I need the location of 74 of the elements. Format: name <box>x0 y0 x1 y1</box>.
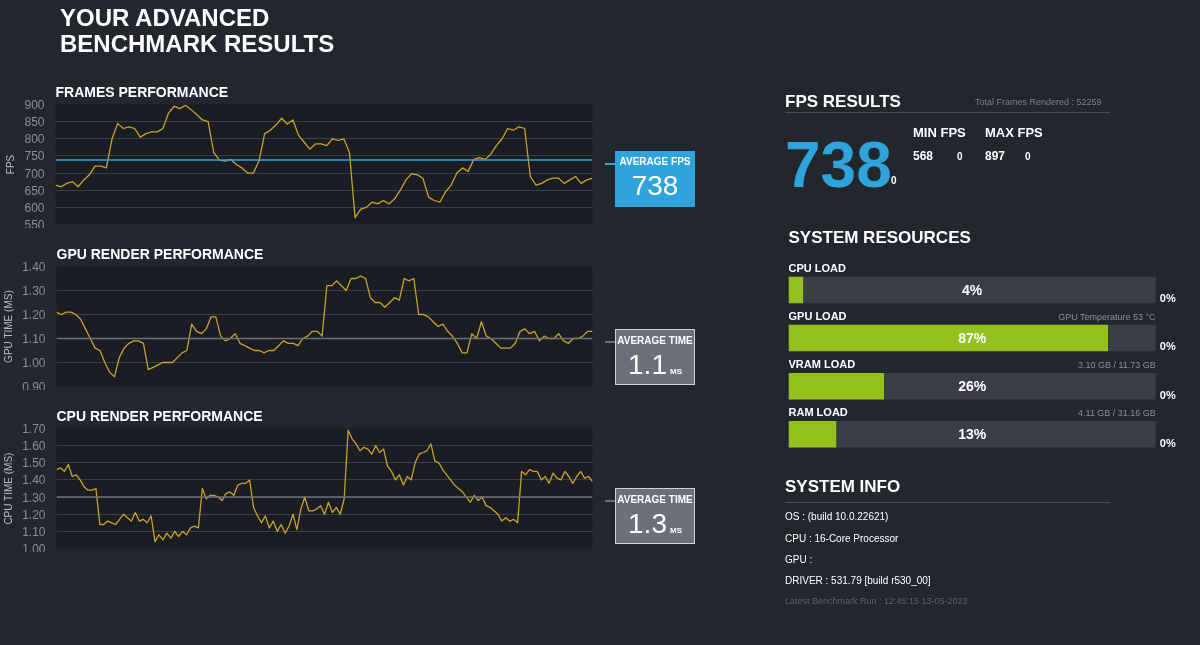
y-tick-label: 1.70 <box>22 422 46 436</box>
chart-title: GPU RENDER PERFORMANCE <box>56 245 264 262</box>
text: 1.3 <box>628 508 667 540</box>
y-tick-label: 1.00 <box>22 541 46 556</box>
text: 0% <box>1159 388 1176 401</box>
chart-title: SYSTEM RESOURCES <box>788 227 971 247</box>
text: 0% <box>1159 436 1176 449</box>
text: MS <box>669 526 682 536</box>
text: 0 <box>957 150 963 164</box>
annotation: 3.10 GB / 11.73 GB <box>1077 360 1156 371</box>
text: 897 <box>985 148 1006 165</box>
y-tick-label: 800 <box>24 132 45 147</box>
annotation: GPU Temperature 53 °C <box>1058 312 1157 323</box>
text: 0 <box>1025 150 1031 164</box>
text: 0 <box>891 174 897 188</box>
y-tick-label: 1.30 <box>22 284 46 298</box>
text: SYSTEM INFO <box>785 475 1110 504</box>
text: MS <box>669 367 682 377</box>
text: MIN FPS <box>913 124 966 142</box>
text: DRIVER : 531.79 [build r530_00] <box>785 574 932 589</box>
line-series <box>55 104 593 219</box>
y-tick-label: RAM LOAD <box>788 406 848 419</box>
y-tick-label: 600 <box>24 200 45 215</box>
y-tick-label: 1.50 <box>22 456 46 471</box>
text: Total Frames Rendered : 52259 <box>975 96 1102 109</box>
y-tick-label: 750 <box>24 149 45 164</box>
y-tick-label: 1.00 <box>22 356 46 370</box>
y-axis-title: GPU TIME (MS) <box>3 290 15 363</box>
text: 0% <box>1159 292 1176 305</box>
y-tick-label: 650 <box>24 183 45 198</box>
line-series <box>56 275 593 378</box>
data-label: 13% <box>958 426 987 443</box>
text: 738 <box>785 128 892 203</box>
bar <box>788 421 837 448</box>
text: OS : (build 10.0.22621) <box>785 510 890 525</box>
annotation: 4.11 GB / 31.16 GB <box>1077 408 1156 419</box>
y-tick-label: 900 <box>24 98 45 112</box>
text: 1.1 <box>628 349 667 381</box>
y-tick-label: 550 <box>24 217 45 232</box>
data-label: 26% <box>958 378 987 395</box>
text: 738 <box>631 170 679 202</box>
ref-line-label: AVERAGE FPS <box>618 155 692 169</box>
ref-line-label: AVERAGE TIME <box>616 493 694 507</box>
y-tick-label: 1.30 <box>22 490 46 505</box>
y-tick-label: 1.20 <box>22 308 46 322</box>
text: 0% <box>1159 340 1176 353</box>
text: GPU : <box>785 552 814 567</box>
y-tick-label: 1.40 <box>22 260 46 274</box>
y-tick-label: GPU LOAD <box>788 310 847 323</box>
bar <box>788 372 884 400</box>
chart-title: CPU RENDER PERFORMANCE <box>56 407 263 424</box>
text: MAX FPS <box>985 124 1043 142</box>
text: 568 <box>913 148 934 165</box>
bar <box>788 276 804 304</box>
y-axis-title: FPS <box>5 154 17 175</box>
y-tick-label: 0.90 <box>22 379 46 394</box>
y-tick-label: 700 <box>24 166 45 181</box>
text: YOUR ADVANCED BENCHMARK RESULTS <box>60 4 336 57</box>
chart-title: FRAMES PERFORMANCE <box>55 83 229 100</box>
y-tick-label: 1.10 <box>22 524 46 539</box>
text: FPS RESULTS <box>785 91 901 113</box>
y-axis-title: CPU TIME (MS) <box>3 452 15 525</box>
y-tick-label: 1.60 <box>22 439 46 454</box>
text: CPU : 16-Core Processor <box>785 531 900 546</box>
y-tick-label: 1.20 <box>22 507 46 522</box>
ref-line-label: AVERAGE TIME <box>616 334 694 348</box>
y-tick-label: 850 <box>24 115 45 130</box>
y-tick-label: VRAM LOAD <box>788 358 856 371</box>
data-label: 4% <box>962 281 983 298</box>
y-tick-label: CPU LOAD <box>788 262 846 275</box>
y-tick-label: 1.10 <box>22 332 46 346</box>
line-series <box>56 429 593 543</box>
data-label: 87% <box>958 330 987 347</box>
y-tick-label: 1.40 <box>22 473 46 488</box>
